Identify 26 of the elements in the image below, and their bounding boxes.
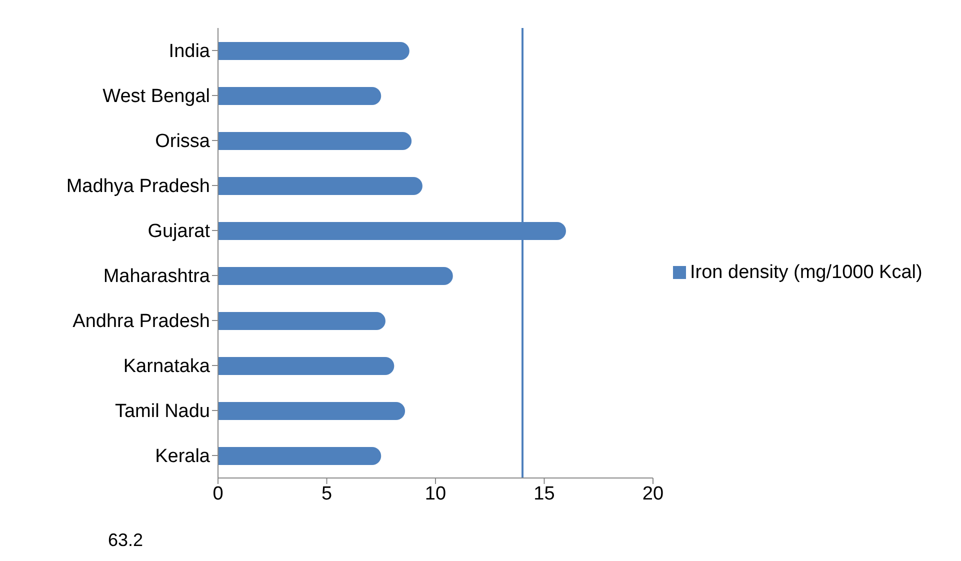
y-tick-label: West Bengal [102,86,210,108]
bar [218,447,382,465]
bar [218,87,382,105]
x-tick-label: 10 [424,483,446,504]
bar [218,177,422,195]
y-tick-label: Tamil Nadu [114,401,210,422]
bar [218,132,412,150]
y-tick-label: Maharashtra [103,266,210,288]
legend-label: Iron density (mg/1000 Kcal) [690,262,922,283]
y-tick-label: Orissa [155,131,210,152]
bar [218,42,410,60]
y-tick-label: India [168,41,210,62]
x-tick-label: 5 [321,483,332,504]
text: 63.2 [108,530,144,551]
y-tick-label: Kerala [155,446,210,468]
x-tick-label: 0 [212,483,224,504]
bar [218,267,453,285]
bar [218,312,386,330]
x-tick-label: 20 [642,483,664,504]
y-tick-label: Andhra Pradesh [72,311,210,332]
y-tick-label: Gujarat [148,221,211,242]
y-tick-label: Karnataka [123,356,210,378]
bar [218,402,406,420]
x-tick-label: 15 [534,483,555,504]
y-tick-label: Madhya Pradesh [66,176,210,198]
bar [218,357,394,375]
